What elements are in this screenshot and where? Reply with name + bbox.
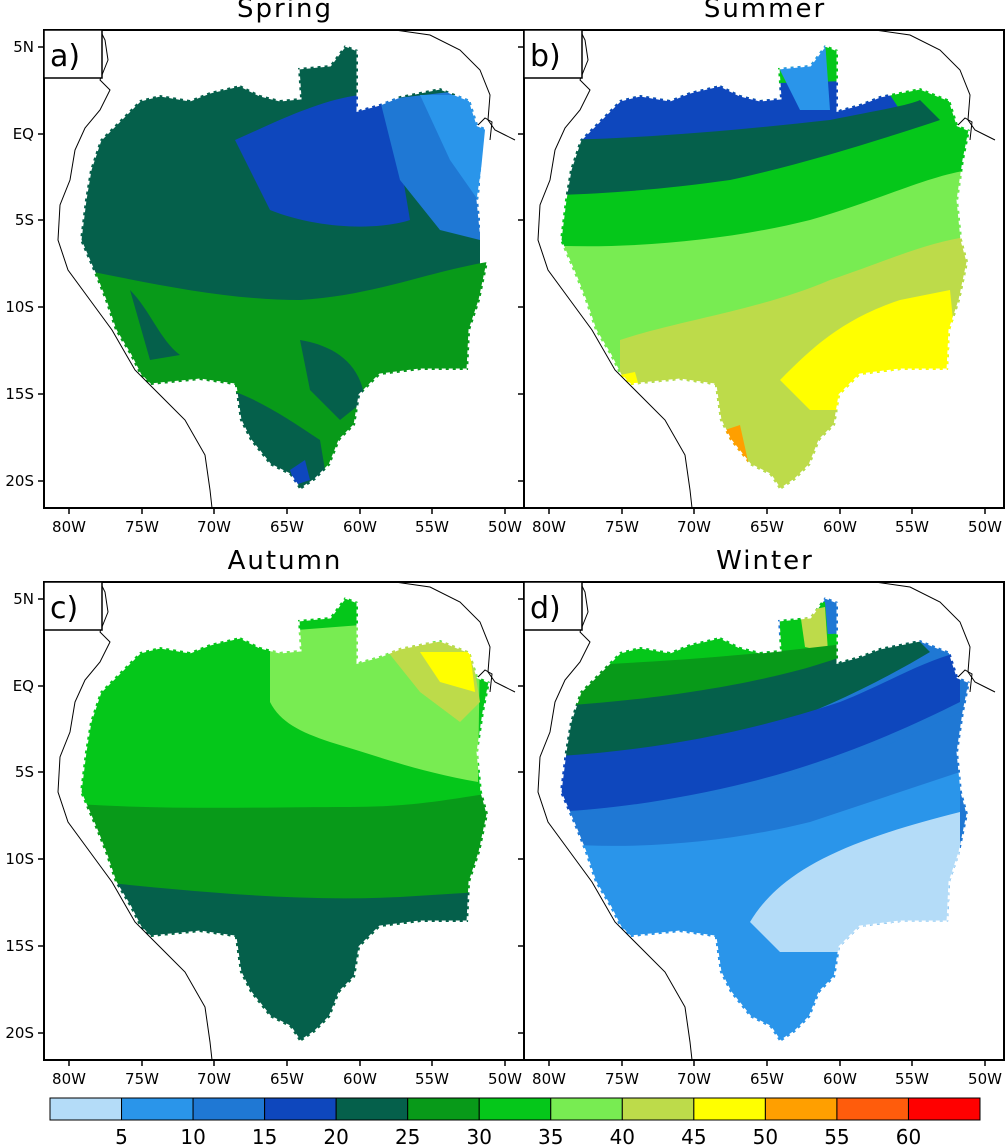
colorbar-label: 20	[323, 1125, 348, 1147]
lon-label: 50W	[968, 518, 1002, 536]
lon-label: 80W	[52, 1070, 86, 1088]
lon-label: 75W	[125, 518, 159, 536]
colorbar-label: 5	[115, 1125, 128, 1147]
lat-label: 20S	[5, 472, 34, 490]
panel-label-c: c)	[50, 591, 78, 626]
colorbar-swatch	[693, 1097, 766, 1121]
panel-c-autumn: c)	[43, 581, 525, 1061]
lon-label: 55W	[415, 1070, 449, 1088]
panel-title-spring: Spring	[237, 0, 333, 24]
lat-label: 5S	[15, 763, 34, 781]
panel-frame	[523, 581, 1005, 1061]
panel-title-winter: Winter	[716, 546, 814, 576]
lon-label: 60W	[343, 1070, 377, 1088]
lon-label: 50W	[488, 1070, 522, 1088]
colorbar-swatch	[49, 1097, 123, 1121]
lat-label: 10S	[5, 298, 34, 316]
lon-label: 55W	[415, 518, 449, 536]
colorbar-swatch	[478, 1097, 552, 1121]
colorbar-label: 25	[395, 1125, 420, 1147]
lat-label: 5N	[13, 38, 34, 56]
lon-label: 70W	[677, 1070, 711, 1088]
colorbar-label: 55	[824, 1125, 849, 1147]
colorbar-label: 60	[896, 1125, 921, 1147]
lat-label: 5N	[13, 590, 34, 608]
panel-label-box	[523, 581, 583, 631]
lon-label: 70W	[197, 518, 231, 536]
panel-label-a: a)	[50, 39, 80, 74]
lon-label: 75W	[605, 1070, 639, 1088]
lat-label: 15S	[5, 937, 34, 955]
colorbar-swatch	[836, 1097, 909, 1121]
colorbar-swatch	[192, 1097, 266, 1121]
colorbar-swatch	[335, 1097, 409, 1121]
colorbar: 5 10 15 20 25 30 35 40 45 50 55 60	[49, 1097, 981, 1147]
lon-label: 60W	[343, 518, 377, 536]
lon-label: 75W	[125, 1070, 159, 1088]
lon-label: 50W	[968, 1070, 1002, 1088]
lon-label: 65W	[750, 518, 784, 536]
lon-label: 80W	[52, 518, 86, 536]
lat-label: EQ	[13, 125, 34, 143]
panel-label-b: b)	[530, 39, 561, 74]
colorbar-label: 10	[180, 1125, 205, 1147]
axes-layer: 80W 75W 70W 65W 60W 55W 50W 5N EQ 5S 10S 15S 20S 80W 7…	[5, 38, 1002, 1088]
lon-label: 60W	[823, 1070, 857, 1088]
lon-label: 55W	[895, 1070, 929, 1088]
colorbar-label: 40	[610, 1125, 635, 1147]
lat-label: 5S	[15, 211, 34, 229]
lat-label: 15S	[5, 385, 34, 403]
colorbar-swatch	[550, 1097, 623, 1121]
colorbar-label: 45	[681, 1125, 706, 1147]
lat-label: EQ	[13, 677, 34, 695]
colorbar-swatch	[264, 1097, 337, 1121]
panel-b-summer: b)	[523, 29, 1005, 509]
panel-label-box	[43, 581, 103, 631]
colorbar-swatch	[621, 1097, 695, 1121]
colorbar-label: 30	[467, 1125, 492, 1147]
panel-label-box	[523, 29, 583, 79]
panel-frame	[523, 29, 1005, 509]
panel-label-d: d)	[530, 591, 561, 626]
panel-a-spring: a)	[43, 29, 525, 509]
lon-label: 65W	[750, 1070, 784, 1088]
lon-label: 70W	[677, 518, 711, 536]
lat-label: 10S	[5, 850, 34, 868]
colorbar-swatch	[907, 1097, 981, 1121]
colorbar-label: 50	[753, 1125, 778, 1147]
panel-title-summer: Summer	[703, 0, 827, 24]
lon-label: 55W	[895, 518, 929, 536]
lat-label: 20S	[5, 1024, 34, 1042]
panel-title-autumn: Autumn	[227, 546, 343, 576]
panel-label-box	[43, 29, 103, 79]
colorbar-swatch	[764, 1097, 838, 1121]
lon-label: 80W	[532, 1070, 566, 1088]
lon-label: 70W	[197, 1070, 231, 1088]
lon-label: 65W	[270, 518, 304, 536]
colorbar-swatch	[121, 1097, 194, 1121]
lon-label: 50W	[488, 518, 522, 536]
colorbar-swatch	[407, 1097, 480, 1121]
colorbar-label: 15	[252, 1125, 277, 1147]
panel-d-winter: d)	[523, 581, 1005, 1061]
lon-label: 60W	[823, 518, 857, 536]
lon-label: 75W	[605, 518, 639, 536]
colorbar-label: 35	[538, 1125, 563, 1147]
lon-label: 65W	[270, 1070, 304, 1088]
lon-label: 80W	[532, 518, 566, 536]
